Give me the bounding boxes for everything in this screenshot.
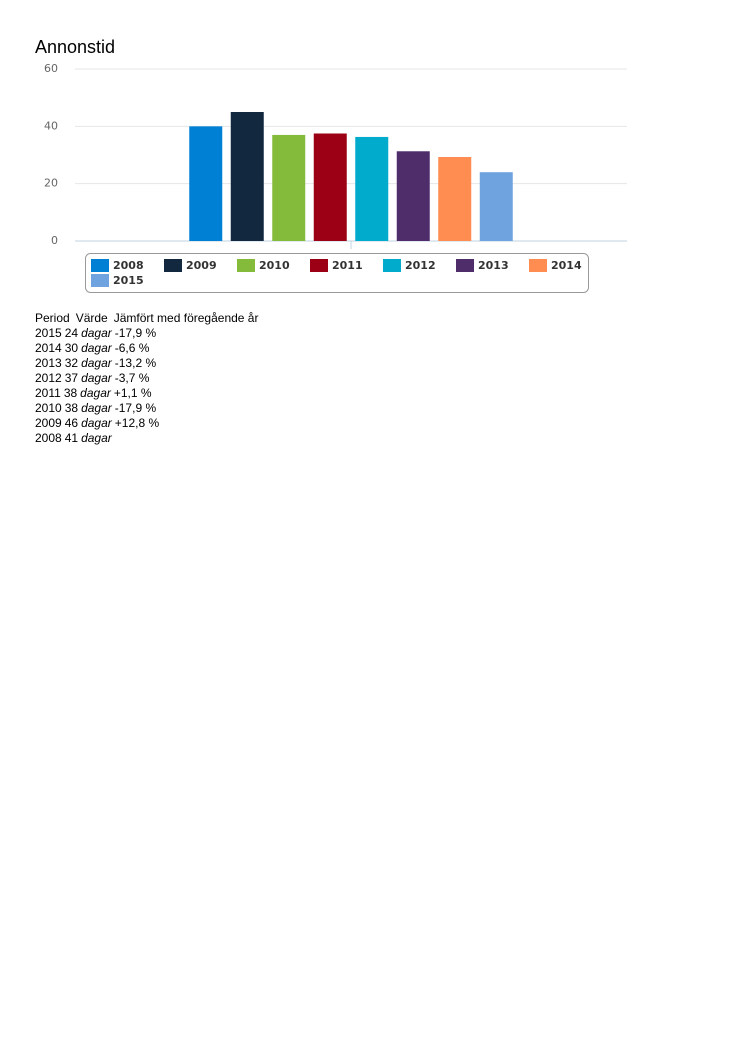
table-cell: dagar: [81, 371, 112, 385]
legend-swatch: [529, 259, 547, 272]
table-row: 2009 46 dagar +12,8 %: [35, 416, 264, 431]
chart: Annonstid 0 20 40 60 2008 2009 2010 2011 2012 201…: [35, 37, 627, 293]
chart-title: Annonstid: [35, 37, 115, 57]
table-cell: dagar: [81, 431, 112, 445]
table-cell: 37: [64, 371, 79, 385]
table-cell: dagar: [81, 416, 112, 430]
legend-swatch: [237, 259, 255, 272]
table-row: 2015 24 dagar -17,9 %: [35, 326, 264, 341]
legend-label: 2008: [113, 259, 144, 272]
table-cell: +12,8 %: [114, 416, 160, 430]
table-cell: 2011: [35, 386, 61, 400]
legend-swatch: [91, 259, 109, 272]
bar: [272, 134, 306, 241]
legend-swatch: [310, 259, 328, 272]
table-cell: -17,9 %: [114, 401, 157, 415]
table-cell: 30: [64, 341, 79, 355]
table-cell: -13,2 %: [114, 356, 157, 370]
legend-label: 2010: [259, 259, 290, 272]
legend-label: 2011: [332, 259, 363, 272]
bar: [396, 151, 430, 241]
table-cell: 46: [64, 416, 79, 430]
bar: [438, 157, 472, 241]
y-tick-label: 40: [44, 119, 58, 132]
bar: [313, 133, 347, 241]
y-tick-label: 60: [44, 62, 58, 75]
legend-label: 2014: [551, 259, 582, 272]
table-row: 2012 37 dagar -3,7 %: [35, 371, 264, 386]
table-row: 2008 41 dagar: [35, 431, 264, 446]
bar: [479, 172, 513, 241]
table-header: Period Värde Jämfört med föregående år: [35, 311, 264, 326]
y-tick-label: 0: [51, 234, 58, 247]
table-cell: dagar: [81, 326, 112, 340]
table-cell: +1,1 %: [113, 386, 152, 400]
table-cell: dagar: [81, 341, 112, 355]
table-cell: dagar: [81, 356, 112, 370]
table-cell: 2014: [35, 341, 62, 355]
table-cell: 2012: [35, 371, 62, 385]
table-cell: dagar: [80, 386, 111, 400]
table-row: 2011 38 dagar +1,1 %: [35, 386, 264, 401]
table-cell: dagar: [81, 401, 112, 415]
legend-swatch: [456, 259, 474, 272]
legend-swatch: [164, 259, 182, 272]
table-cell: 32: [64, 356, 79, 370]
table-cell: 24: [64, 326, 79, 340]
legend-swatch: [91, 274, 109, 287]
table-cell: 2013: [35, 356, 62, 370]
bar: [189, 126, 223, 241]
table-cell: 2009: [35, 416, 62, 430]
legend-label: 2015: [113, 274, 144, 287]
data-table: Period Värde Jämfört med föregående år 2015…: [35, 311, 264, 446]
table-cell: -3,7 %: [114, 371, 150, 385]
legend-label: 2009: [186, 259, 217, 272]
table-cell: -17,9 %: [114, 326, 157, 340]
table-cell: 2008: [35, 431, 62, 445]
header-cell: Jämfört med föregående år: [113, 311, 259, 325]
table-cell: 2010: [35, 401, 62, 415]
table-cell: -6,6 %: [114, 341, 150, 355]
legend-swatch: [383, 259, 401, 272]
y-tick-label: 20: [44, 177, 58, 190]
table-row: 2010 38 dagar -17,9 %: [35, 401, 264, 416]
table-cell: 41: [64, 431, 79, 445]
bar: [230, 112, 264, 241]
table-cell: 2015: [35, 326, 62, 340]
legend-label: 2013: [478, 259, 509, 272]
bar: [355, 136, 389, 241]
header-cell: Värde: [75, 311, 108, 325]
table-row: 2013 32 dagar -13,2 %: [35, 356, 264, 371]
table-cell: 38: [64, 401, 79, 415]
table-row: 2014 30 dagar -6,6 %: [35, 341, 264, 356]
table-cell: 38: [63, 386, 78, 400]
legend-label: 2012: [405, 259, 436, 272]
header-cell: Period: [35, 311, 70, 325]
